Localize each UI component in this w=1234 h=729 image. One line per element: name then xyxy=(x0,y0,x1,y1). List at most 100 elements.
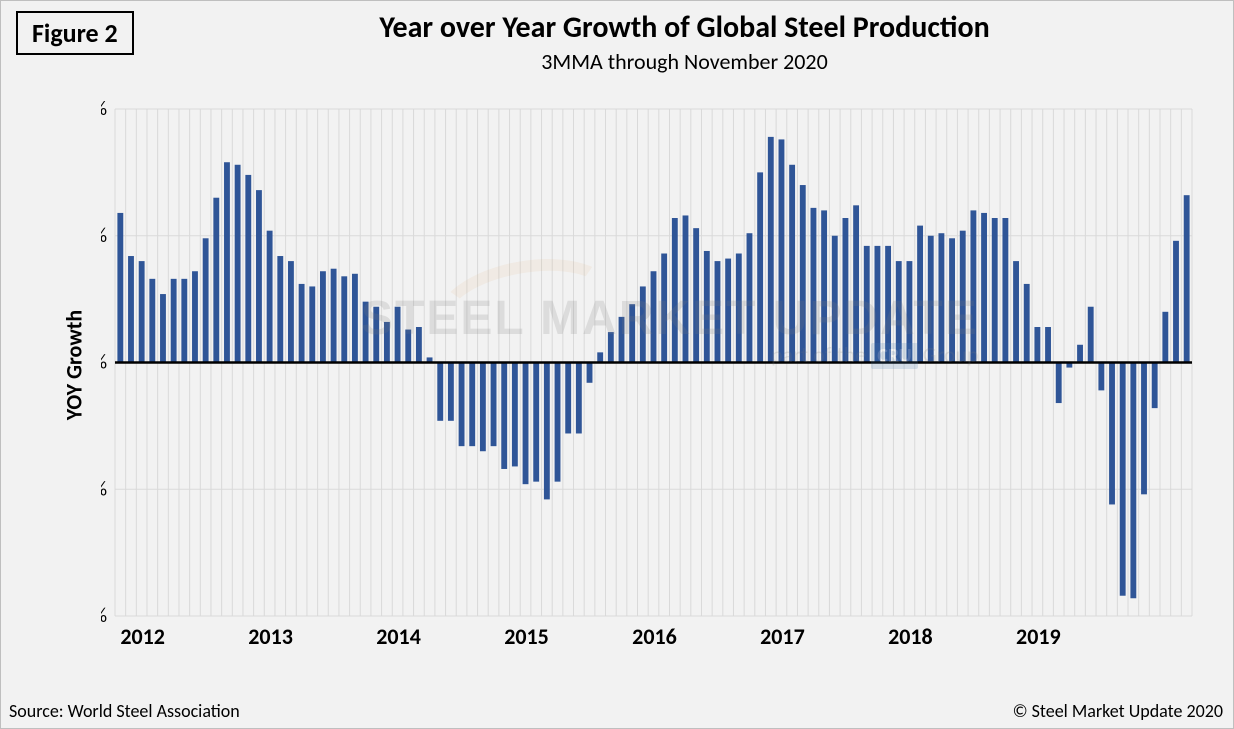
bar xyxy=(405,330,411,363)
bar xyxy=(938,233,944,362)
bar xyxy=(491,363,497,447)
bar xyxy=(117,213,123,363)
bar xyxy=(395,307,401,363)
svg-text:2018: 2018 xyxy=(888,623,933,650)
svg-text:2013: 2013 xyxy=(248,623,293,650)
svg-text:2014: 2014 xyxy=(376,623,421,650)
bar xyxy=(448,363,454,421)
bar xyxy=(864,246,870,363)
bar xyxy=(779,139,785,362)
bar xyxy=(501,363,507,469)
bar xyxy=(757,172,763,362)
bar xyxy=(875,246,881,363)
bar xyxy=(523,363,529,485)
bar xyxy=(992,218,998,363)
bar xyxy=(949,238,955,362)
bar xyxy=(352,274,358,363)
y-axis-label: YOY Growth xyxy=(61,309,88,419)
bar xyxy=(704,251,710,363)
bar xyxy=(171,279,177,363)
bar xyxy=(1152,363,1158,409)
bar xyxy=(555,363,561,482)
bar xyxy=(213,198,219,363)
source-text: Source: World Steel Association xyxy=(9,700,240,722)
bar xyxy=(1162,312,1168,363)
bar xyxy=(181,279,187,363)
bar xyxy=(235,165,241,363)
bar xyxy=(1184,195,1190,362)
bar xyxy=(608,332,614,362)
svg-text:-5%: -5% xyxy=(101,477,107,501)
bar xyxy=(512,363,518,467)
svg-text:0%: 0% xyxy=(101,351,107,375)
chart-subtitle: 3MMA through November 2020 xyxy=(166,48,1203,75)
bar xyxy=(384,322,390,363)
title-block: Year over Year Growth of Global Steel Pr… xyxy=(166,9,1203,75)
bar xyxy=(309,286,315,362)
bar xyxy=(1109,363,1115,505)
bar xyxy=(768,137,774,363)
svg-text:5%: 5% xyxy=(101,224,107,248)
bar xyxy=(1024,284,1030,363)
bar xyxy=(149,279,155,363)
bar xyxy=(341,276,347,362)
bar xyxy=(906,261,912,362)
bar xyxy=(1045,327,1051,362)
bar xyxy=(970,210,976,362)
bar xyxy=(843,218,849,363)
bar xyxy=(1173,241,1179,363)
bar xyxy=(277,256,283,362)
bar xyxy=(576,363,582,434)
bar xyxy=(1141,363,1147,495)
figure-label: Figure 2 xyxy=(16,11,134,55)
svg-text:10%: 10% xyxy=(101,101,107,121)
bar xyxy=(480,363,486,452)
svg-text:2015: 2015 xyxy=(504,623,549,650)
bar xyxy=(363,302,369,363)
svg-text:2012: 2012 xyxy=(120,623,165,650)
bar xyxy=(800,185,806,362)
bar xyxy=(267,231,273,363)
bar xyxy=(821,210,827,362)
bar xyxy=(629,304,635,362)
bar xyxy=(192,271,198,362)
bar xyxy=(619,317,625,363)
bar xyxy=(672,218,678,363)
bar xyxy=(533,363,539,482)
bar xyxy=(160,294,166,362)
bar xyxy=(651,271,657,362)
bar xyxy=(299,284,305,363)
bar xyxy=(331,269,337,363)
bar xyxy=(747,233,753,362)
svg-text:2016: 2016 xyxy=(632,623,677,650)
bar xyxy=(693,228,699,362)
bar xyxy=(245,175,251,363)
bar xyxy=(736,254,742,363)
bar xyxy=(1077,345,1083,363)
bar xyxy=(1034,327,1040,362)
svg-text:-10%: -10% xyxy=(101,604,107,628)
bar xyxy=(683,215,689,362)
svg-text:2017: 2017 xyxy=(760,623,805,650)
bar xyxy=(811,208,817,363)
bar xyxy=(437,363,443,421)
svg-text:2019: 2019 xyxy=(1016,623,1061,650)
bar xyxy=(661,254,667,363)
bar xyxy=(1056,363,1062,404)
bar xyxy=(896,261,902,362)
bar xyxy=(640,286,646,362)
bar xyxy=(469,363,475,447)
bar xyxy=(288,261,294,362)
bar xyxy=(1013,261,1019,362)
bar xyxy=(128,256,134,362)
chart-plot-area: -10% -5% 0% 5% 10% 2012 2013 2014 2015 2016 2017 20… xyxy=(101,101,1206,656)
chart-title: Year over Year Growth of Global Steel Pr… xyxy=(166,9,1203,46)
bar xyxy=(1002,218,1008,363)
bar xyxy=(928,236,934,363)
bar xyxy=(917,226,923,363)
bar xyxy=(224,162,230,362)
bar xyxy=(1098,363,1104,391)
chart-container: Figure 2 Year over Year Growth of Global… xyxy=(0,0,1234,729)
bar xyxy=(544,363,550,500)
bar xyxy=(587,363,593,383)
